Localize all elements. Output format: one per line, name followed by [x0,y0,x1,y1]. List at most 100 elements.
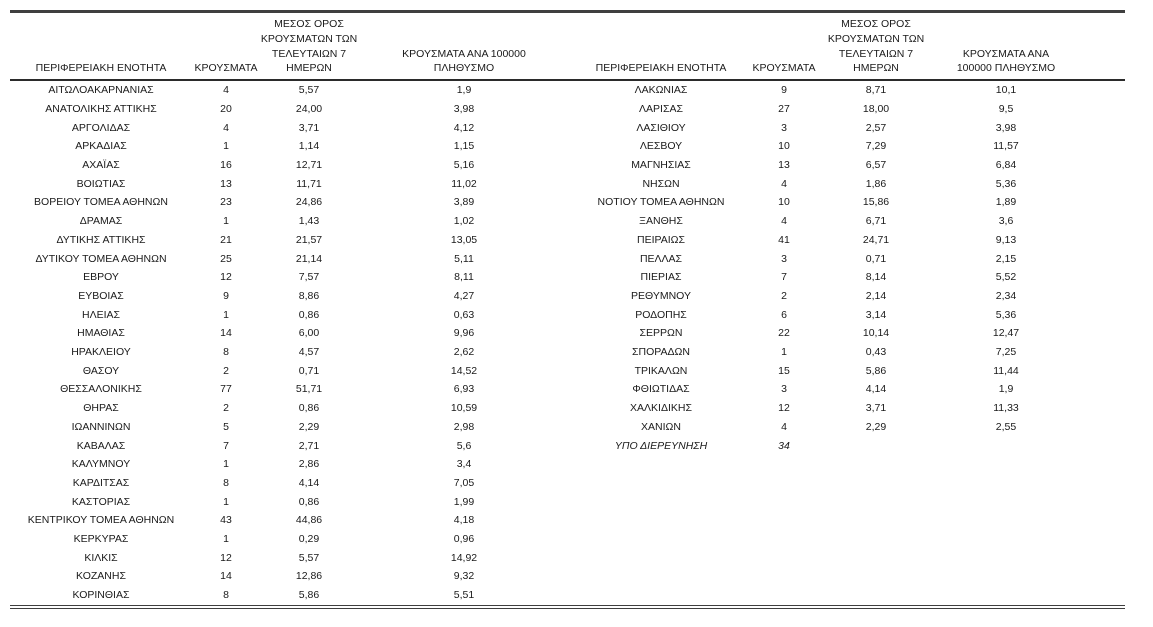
per100k-value-right: 5,36 [995,177,1017,190]
region-name-left: ΚΕΡΚΥΡΑΣ [73,533,129,546]
cases-value-right: 3 [781,383,787,396]
spacer-cell [1076,474,1125,493]
region-name-right: ΡΕΘΥΜΝΟΥ [630,289,691,302]
cases-value-left: 7 [223,439,229,452]
avg7-value-left: 5,57 [298,551,320,564]
per100k-value-left: 1,02 [453,215,475,228]
cases-value-left: 43 [220,514,232,527]
spacer-cell [1076,437,1125,456]
per100k-value-right: 6,84 [995,159,1017,171]
cases-value-right: 13 [778,159,790,171]
per100k-value-left: 6,93 [453,383,475,396]
avg7-value-right [816,474,936,493]
table-row: ΚΑΡΔΙΤΣΑΣ 8 4,14 7,05 [10,474,1125,493]
spacer-cell [1076,324,1125,343]
avg7-value-left: 7,57 [298,271,320,284]
region-name-right [570,493,752,512]
region-name-right: ΣΠΟΡΑΔΩΝ [632,346,690,359]
region-name-right [570,474,752,493]
region-name-left: ΚΑΡΔΙΤΣΑΣ [72,476,130,489]
region-name-left: ΔΥΤΙΚΟΥ ΤΟΜΕΑ ΑΘΗΝΩΝ [35,252,167,265]
per100k-value-left: 14,52 [450,364,478,377]
avg7-value-left: 0,29 [298,533,320,546]
region-name-left: ΑΝΑΤΟΛΙΚΗΣ ΑΤΤΙΚΗΣ [45,102,157,115]
per100k-value-left: 10,59 [450,402,478,415]
cases-value-right: 15 [778,364,790,377]
table-row: ΒΟΙΩΤΙΑΣ 13 11,71 11,02 ΝΗΣΩΝ 4 1,86 5,36 [10,175,1125,194]
cases-value-right: 41 [778,233,790,246]
avg7-value-left: 5,57 [298,84,320,97]
cases-value-left: 21 [220,233,232,246]
region-name-right: ΛΕΣΒΟΥ [639,140,683,153]
avg7-value-right: 3,71 [865,402,887,415]
cases-value-right: 9 [781,84,787,97]
avg7-value-left: 6,00 [298,327,320,340]
avg7-value-right [816,511,936,530]
region-name-left: ΗΜΑΘΙΑΣ [77,327,125,340]
avg7-value-left: 24,86 [295,196,323,209]
cases-value-left: 2 [223,402,229,415]
region-name-right: ΝΗΣΩΝ [642,177,680,190]
avg7-value-right [816,493,936,512]
cases-value-left: 1 [223,140,229,153]
avg7-value-left: 3,71 [298,121,320,134]
region-name-right: ΛΑΣΙΘΙΟΥ [636,121,686,134]
cases-value-left: 16 [220,159,232,171]
table-row: ΚΟΖΑΝΗΣ 14 12,86 9,32 [10,567,1125,586]
cases-value-left: 12 [220,551,232,564]
per100k-value-right [936,455,1076,474]
cases-value-right [752,493,816,512]
spacer-cell [1076,362,1125,381]
table-row: ΗΛΕΙΑΣ 1 0,86 0,63 ΡΟΔΟΠΗΣ 6 3,14 5,36 [10,306,1125,325]
region-name-left: ΚΙΛΚΙΣ [84,551,118,564]
avg7-value-right [816,586,936,607]
spacer-cell [1076,530,1125,549]
region-name-right [570,549,752,568]
avg7-value-right [816,567,936,586]
per100k-value-left: 13,05 [450,233,478,246]
region-name-left: ΘΑΣΟΥ [82,364,120,377]
cases-value-right [752,511,816,530]
spacer-cell [1076,250,1125,269]
spacer-cell [1076,100,1125,119]
avg7-value-right: 2,29 [865,420,887,433]
avg7-value-left: 12,86 [295,570,323,583]
avg7-value-left: 51,71 [295,383,323,396]
per100k-value-left: 2,98 [453,420,475,433]
region-name-left: ΙΩΑΝΝΙΝΩΝ [71,420,131,433]
table-row: ΒΟΡΕΙΟΥ ΤΟΜΕΑ ΑΘΗΝΩΝ 23 24,86 3,89 ΝΟΤΙΟΥ ΤΟ… [10,193,1125,212]
region-name-right: ΛΑΚΩΝΙΑΣ [634,84,688,97]
spacer-cell [1076,399,1125,418]
region-name-right [570,455,752,474]
per100k-value-right: 5,36 [995,308,1017,321]
spacer-cell [1076,567,1125,586]
per100k-value-left: 5,6 [456,439,472,452]
cases-value-left: 23 [220,196,232,209]
spacer-cell [1076,137,1125,156]
avg7-value-right: 3,14 [865,308,887,321]
cases-value-left: 1 [223,495,229,508]
cases-value-left: 1 [223,215,229,228]
spacer-cell [1076,343,1125,362]
cases-value-right: 12 [778,402,790,415]
cases-value-right [752,549,816,568]
table-row: ΚΕΝΤΡΙΚΟΥ ΤΟΜΕΑ ΑΘΗΝΩΝ 43 44,86 4,18 [10,511,1125,530]
avg7-value-left: 24,00 [295,102,323,115]
region-name-right [570,511,752,530]
table-row: ΚΑΒΑΛΑΣ 7 2,71 5,6 ΥΠΟ ΔΙΕΡΕΥΝΗΣΗ 34 [10,437,1125,456]
avg7-value-right: 5,86 [865,364,887,377]
region-name-right: ΦΘΙΩΤΙΔΑΣ [632,383,690,396]
table-row: ΚΑΣΤΟΡΙΑΣ 1 0,86 1,99 [10,493,1125,512]
per100k-value-left: 5,11 [454,252,474,265]
avg7-value-right: 4,14 [865,383,887,396]
avg7-value-left: 2,71 [298,439,320,452]
region-name-left: ΚΑΒΑΛΑΣ [76,439,126,452]
per100k-value-right [936,437,1076,456]
cases-value-right: 22 [778,327,790,340]
cases-value-right: 10 [778,196,790,209]
table-row: ΘΗΡΑΣ 2 0,86 10,59 ΧΑΛΚΙΔΙΚΗΣ 12 3,71 11,33 [10,399,1125,418]
cases-value-right: 27 [778,102,790,115]
table-body: ΑΙΤΩΛΟΑΚΑΡΝΑΝΙΑΣ 4 5,57 1,9 ΛΑΚΩΝΙΑΣ 9 8,71 10,… [10,80,1125,607]
cases-value-right [752,567,816,586]
avg7-value-right [816,549,936,568]
